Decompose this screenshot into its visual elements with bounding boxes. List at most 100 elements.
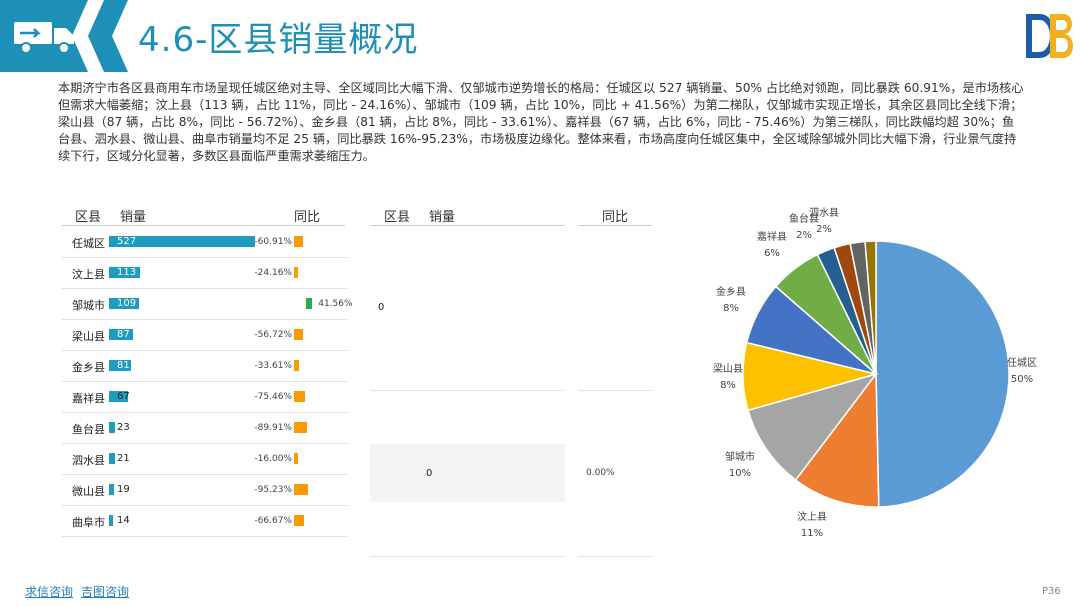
qiuxin-link[interactable]: 求信咨询 [25,585,74,599]
right-cell-volume-2: 0 [426,468,433,479]
volume-label: 81 [117,360,130,371]
row-divider [62,381,348,382]
pie-pct-label: 2% [816,224,832,235]
volume-bar [109,236,255,247]
right-bottom-line-2 [578,556,652,557]
pie-pct-label: 2% [796,230,812,241]
county-name: 泗水县 [72,454,105,467]
county-name: 汶上县 [72,268,105,281]
table-row: 汶上县 113 -24.16% [62,258,352,289]
volume-label: 21 [117,453,130,464]
pie-slice [875,240,1010,508]
county-name: 微山县 [72,485,105,498]
yoy-label: -60.91% [254,237,292,247]
table-row: 嘉祥县 67 -75.46% [62,382,352,413]
table-row: 邹城市 109 41.56% [62,289,353,320]
volume-label: 14 [117,515,130,526]
row-divider [62,288,348,289]
volume-bar [109,298,140,309]
table-row: 任城区 527 -60.91% [62,227,352,258]
pie-pct-label: 10% [729,468,751,479]
right-header-line [370,225,565,226]
yoy-label: -16.00% [254,454,292,464]
volume-bar [109,360,132,371]
right-header-county: 区县 [384,210,411,225]
county-name: 梁山县 [72,330,105,343]
header-chevrons [72,0,128,72]
county-name: 邹城市 [72,299,105,312]
left-header-line [62,225,345,226]
row-divider [62,412,348,413]
yoy-bar [294,360,300,371]
pie-pct-label: 8% [720,380,736,391]
volume-bar [109,422,116,433]
pie-slice [864,240,877,375]
county-name: 嘉祥县 [72,392,105,405]
jitu-link[interactable]: 吉图咨询 [81,585,130,599]
county-name: 金乡县 [72,361,105,374]
volume-label: 87 [117,329,130,340]
volume-bar [109,329,134,340]
volume-bar [109,484,115,495]
row-divider [62,536,348,537]
yoy-label: -56.72% [254,330,292,340]
yoy-label: -89.91% [254,423,292,433]
yoy-bar [294,236,304,247]
summary-text: 本期济宁市各区县商用车市场呈现任城区绝对主导、全区域同比大幅下滑、仅邹城市逆势增… [58,81,1024,163]
volume-label: 23 [117,422,130,433]
county-name: 任城区 [72,237,105,250]
row-divider [62,319,348,320]
table-row: 曲阜市 14 -66.67% [62,506,352,537]
left-header-volume: 销量 [120,210,147,225]
volume-bar [109,267,141,278]
yoy-label: -24.16% [254,268,292,278]
yoy-bar [306,298,313,309]
pie-label: 鱼台县 [789,212,819,225]
table-row: 梁山县 87 -56.72% [62,320,352,351]
pie-pct-label: 11% [801,528,823,539]
truck-icon [14,22,74,54]
county-name: 鱼台县 [72,423,105,436]
brand-logo [1026,14,1073,58]
volume-label: 19 [117,484,130,495]
pie-pct-label: 8% [723,303,739,314]
yoy-bar [294,422,308,433]
yoy-label: 41.56% [318,299,353,309]
yoy-label: -75.46% [254,392,292,402]
yoy-label: -95.23% [254,485,292,495]
volume-bar [109,515,113,526]
volume-bar [109,391,128,402]
pie-label: 泗水县 [809,207,839,219]
pie-label: 汶上县 [797,510,827,523]
left-header-yoy: 同比 [294,210,321,225]
right-mid-line [370,390,565,391]
table-row: 金乡县 81 -33.61% [62,351,352,382]
header: 4.6-区县销量概况 [0,0,1080,72]
yoy-bar [294,515,304,526]
right-header-yoy: 同比 [602,210,629,225]
yoy-label: -66.67% [254,516,292,526]
right-cell-shade [370,444,565,502]
row-divider [62,350,348,351]
table-row: 鱼台县 23 -89.91% [62,413,352,444]
page-title: 4.6-区县销量概况 [138,20,419,60]
pie-slice [794,371,880,508]
yoy-bar [294,267,298,278]
right-cell-volume-1: 0 [378,302,385,313]
row-divider [62,474,348,475]
row-divider [62,505,348,506]
volume-label: 113 [117,267,137,278]
volume-label: 527 [117,236,137,247]
right-bottom-line [370,556,565,557]
pie-label: 任城区 [1007,356,1037,369]
yoy-bar [294,484,309,495]
right-header-volume: 销量 [429,210,456,225]
volume-label: 109 [117,298,137,309]
right-cell-yoy: 0.00% [586,468,615,478]
county-name: 曲阜市 [72,516,105,529]
right-mid-line-2 [578,390,652,391]
yoy-bar [294,391,306,402]
table-row: 泗水县 21 -16.00% [62,444,352,475]
volume-label: 67 [117,391,130,402]
